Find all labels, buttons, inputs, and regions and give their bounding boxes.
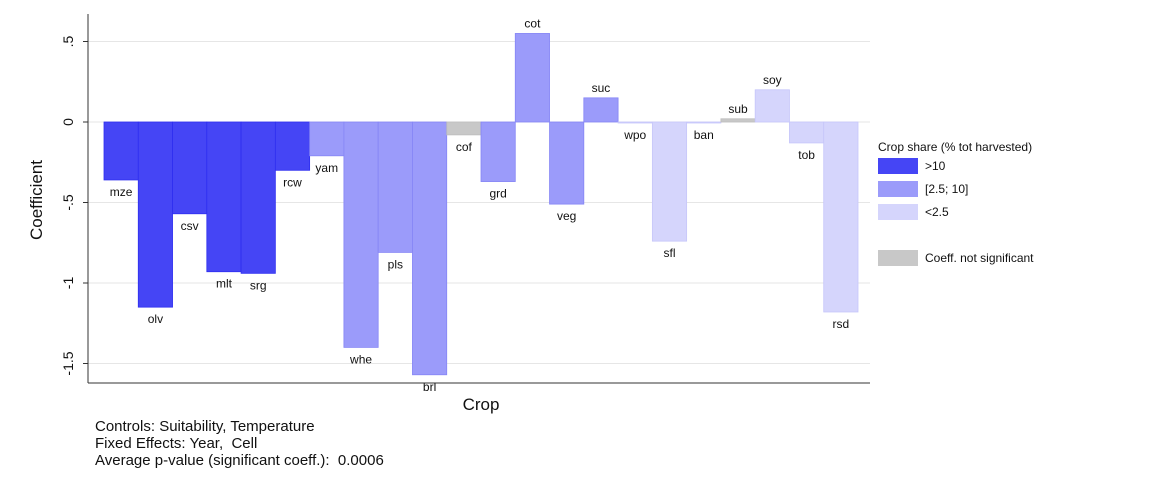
bar-olv	[137, 121, 173, 308]
bar-ban	[686, 121, 722, 124]
bar-label-tob: tob	[798, 148, 815, 162]
bar-label-cot: cot	[524, 16, 541, 30]
y-ticks: .5 0 -.5 -1 -1.5	[60, 35, 88, 376]
bar-pls	[377, 121, 413, 253]
bar-srg	[240, 121, 276, 274]
bar-label-wpo: wpo	[623, 128, 646, 142]
bar-label-mlt: mlt	[216, 277, 233, 291]
axes	[87, 14, 870, 384]
bar-label-grd: grd	[489, 187, 506, 201]
bar-veg	[549, 121, 585, 205]
bar-mze	[103, 121, 139, 181]
bar-label-whe: whe	[349, 352, 372, 366]
bar-rcw	[274, 121, 311, 171]
y-tick-label: .5	[60, 35, 76, 47]
bar-label-suc: suc	[592, 81, 611, 95]
bar-cof	[446, 121, 482, 136]
bar-label-rcw: rcw	[283, 175, 302, 189]
bar-grd	[480, 121, 516, 182]
bar-label-sub: sub	[728, 102, 748, 116]
bar-label-rsd: rsd	[833, 317, 850, 331]
bar-rsd	[823, 121, 859, 313]
chart-notes: Controls: Suitability, Temperature Fixed…	[95, 418, 384, 469]
bar-sub	[720, 118, 756, 123]
controls-note: Controls: Suitability, Temperature	[95, 418, 315, 435]
bars	[103, 33, 859, 376]
legend-swatch-high	[878, 158, 918, 174]
bar-cot	[514, 33, 550, 123]
bar-brl	[412, 121, 448, 376]
bar-label-ban: ban	[694, 128, 714, 142]
bar-label-csv: csv	[181, 219, 199, 233]
legend-swatch-mid	[878, 181, 918, 197]
legend-label-low: <2.5	[925, 205, 949, 219]
y-tick-label: 0	[60, 118, 76, 126]
fixed-effects-note: Fixed Effects: Year, Cell	[95, 435, 258, 452]
bar-label-sfl: sfl	[664, 246, 676, 260]
bar-tob	[789, 121, 825, 144]
bar-whe	[343, 121, 379, 348]
y-tick-label: -1	[60, 277, 76, 290]
legend-label-high: >10	[925, 159, 946, 173]
legend: Crop share (% tot harvested) >10 [2.5; 10…	[878, 140, 1034, 266]
bar-label-olv: olv	[148, 312, 163, 326]
legend-label-mid: [2.5; 10]	[925, 182, 968, 196]
bar-label-yam: yam	[315, 161, 338, 175]
bar-label-srg: srg	[250, 278, 267, 292]
bar-label-veg: veg	[557, 209, 576, 223]
legend-swatch-low	[878, 204, 918, 220]
y-tick-label: -.5	[60, 194, 76, 211]
x-axis-label: Crop	[463, 395, 500, 414]
legend-swatch-ns	[878, 250, 918, 266]
y-axis-label: Coefficient	[27, 160, 46, 240]
bar-label-soy: soy	[763, 73, 782, 87]
bar-label-brl: brl	[423, 380, 436, 394]
legend-label-ns: Coeff. not significant	[925, 251, 1034, 265]
bar-suc	[583, 97, 619, 123]
average-pvalue-note: Average p-value (significant coeff.): 0.…	[95, 452, 384, 469]
bar-sfl	[651, 121, 688, 242]
legend-title: Crop share (% tot harvested)	[878, 140, 1032, 154]
bar-soy	[754, 89, 790, 123]
bar-label-mze: mze	[110, 185, 133, 199]
bar-csv	[172, 121, 208, 215]
bar-mlt	[206, 121, 242, 273]
bar-label-pls: pls	[388, 257, 403, 271]
y-tick-label: -1.5	[60, 351, 76, 375]
bar-yam	[309, 121, 345, 157]
bar-wpo	[617, 121, 653, 124]
bar-label-cof: cof	[456, 140, 473, 154]
